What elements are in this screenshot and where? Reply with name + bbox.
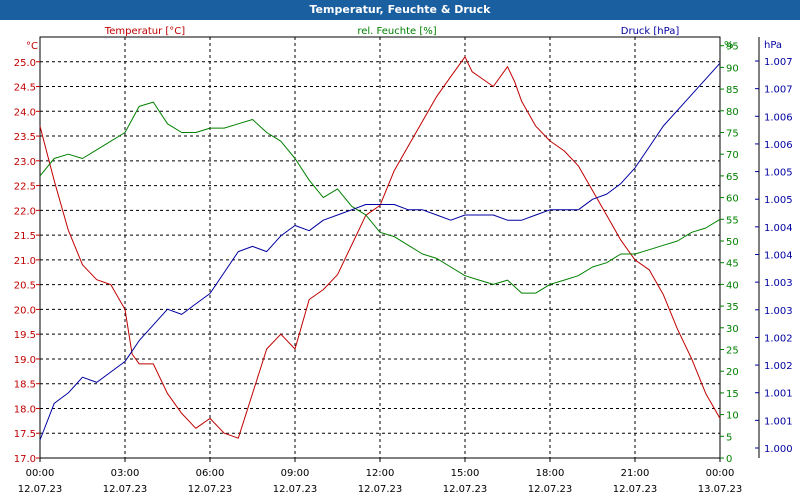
pressure-tick-label: 1.002 — [764, 361, 793, 372]
temperature-tick-label: 21.5 — [14, 231, 36, 242]
time-axis: 00:00 12.07.23 03:00 12.07.23 06:00 12.07.23 0… — [18, 458, 743, 495]
temperature-line — [39, 56, 721, 439]
pressure-tick-label: 1.004 — [764, 223, 793, 234]
humidity-tick-label: 75 — [726, 128, 739, 139]
time-tick-label: 21:00 — [621, 468, 650, 479]
date-tick-label: 12.07.23 — [18, 484, 63, 495]
humidity-tick-label: 40 — [726, 280, 739, 291]
temperature-axis: 17.0 17.5 18.0 18.5 19.0 19.5 20.0 20.5 21.0 21.5… — [14, 58, 40, 465]
humidity-tick-label: 35 — [726, 302, 739, 313]
temperature-tick-label: 19.5 — [14, 330, 36, 341]
pressure-tick-label: 1.001 — [764, 389, 793, 400]
humidity-tick-label: 10 — [726, 411, 739, 422]
humidity-tick-label: 20 — [726, 367, 739, 378]
date-tick-label: 12.07.23 — [613, 484, 658, 495]
time-tick-label: 00:00 — [706, 468, 735, 479]
date-tick-label: 12.07.23 — [103, 484, 148, 495]
time-tick-label: 00:00 — [26, 468, 55, 479]
temperature-tick-label: 22.0 — [14, 206, 36, 217]
date-tick-label: 12.07.23 — [358, 484, 403, 495]
humidity-tick-label: 85 — [726, 85, 739, 96]
temperature-tick-label: 25.0 — [14, 58, 36, 69]
humidity-tick-label: 45 — [726, 259, 739, 270]
time-tick-label: 03:00 — [111, 468, 140, 479]
pressure-tick-label: 1.005 — [764, 195, 793, 206]
temperature-tick-label: 23.5 — [14, 132, 36, 143]
date-tick-label: 13.07.23 — [698, 484, 743, 495]
series-lines — [39, 56, 721, 441]
pressure-tick-label: 1.006 — [764, 140, 793, 151]
temperature-tick-label: 20.5 — [14, 281, 36, 292]
pressure-unit-label: hPa — [764, 40, 782, 51]
humidity-tick-label: 50 — [726, 237, 739, 248]
humidity-tick-label: 0 — [726, 454, 732, 465]
temperature-tick-label: 17.5 — [14, 429, 36, 440]
humidity-tick-label: 80 — [726, 107, 739, 118]
temperature-tick-label: 19.0 — [14, 355, 36, 366]
temperature-tick-label: 18.0 — [14, 404, 36, 415]
pressure-tick-label: 1.002 — [764, 333, 793, 344]
date-tick-label: 12.07.23 — [188, 484, 233, 495]
humidity-tick-label: 60 — [726, 194, 739, 205]
pressure-legend: Druck [hPa] — [621, 26, 680, 37]
temperature-tick-label: 18.5 — [14, 380, 36, 391]
pressure-tick-label: 1.003 — [764, 306, 793, 317]
time-tick-label: 15:00 — [451, 468, 480, 479]
humidity-tick-label: 95 — [726, 42, 739, 53]
pressure-tick-label: 1.004 — [764, 251, 793, 262]
chart-title: Temperatur, Feuchte & Druck — [0, 0, 800, 20]
humidity-tick-label: 15 — [726, 389, 739, 400]
humidity-tick-label: 65 — [726, 172, 739, 183]
humidity-tick-label: 70 — [726, 150, 739, 161]
temperature-tick-label: 22.5 — [14, 182, 36, 193]
pressure-tick-label: 1.005 — [764, 168, 793, 179]
humidity-axis: 0 5 10 15 20 25 30 35 40 45 50 55 60 65 70 75 80 85 90 95 — [720, 42, 739, 465]
temperature-legend: Temperatur [°C] — [104, 26, 185, 37]
date-tick-label: 12.07.23 — [443, 484, 488, 495]
humidity-tick-label: 55 — [726, 215, 739, 226]
pressure-tick-label: 1.007 — [764, 85, 793, 96]
humidity-unit-label: % — [724, 40, 734, 51]
pressure-tick-label: 1.001 — [764, 416, 793, 427]
temperature-unit-label: °C — [26, 41, 38, 52]
pressure-tick-label: 1.003 — [764, 278, 793, 289]
time-tick-label: 06:00 — [196, 468, 225, 479]
humidity-tick-label: 90 — [726, 63, 739, 74]
humidity-tick-label: 25 — [726, 345, 739, 356]
temperature-tick-label: 20.0 — [14, 305, 36, 316]
pressure-axis: 1.000 1.001 1.001 1.002 1.002 1.003 1.003 1.004… — [755, 57, 793, 455]
humidity-tick-label: 5 — [726, 432, 732, 443]
temperature-tick-label: 24.5 — [14, 83, 36, 94]
pressure-tick-label: 1.007 — [764, 57, 793, 68]
time-tick-label: 18:00 — [536, 468, 565, 479]
pressure-tick-label: 1.006 — [764, 112, 793, 123]
date-tick-label: 12.07.23 — [273, 484, 318, 495]
date-tick-label: 12.07.23 — [528, 484, 573, 495]
humidity-tick-label: 30 — [726, 324, 739, 335]
pressure-tick-label: 1.000 — [764, 444, 793, 455]
grid-lines — [40, 37, 720, 459]
pressure-line — [39, 62, 721, 441]
humidity-legend: rel. Feuchte [%] — [357, 26, 436, 37]
temperature-tick-label: 24.0 — [14, 107, 36, 118]
time-tick-label: 12:00 — [366, 468, 395, 479]
time-tick-label: 09:00 — [281, 468, 310, 479]
humidity-line — [39, 101, 721, 294]
temperature-tick-label: 17.0 — [14, 454, 36, 465]
temperature-tick-label: 23.0 — [14, 157, 36, 168]
temperature-tick-label: 21.0 — [14, 256, 36, 267]
